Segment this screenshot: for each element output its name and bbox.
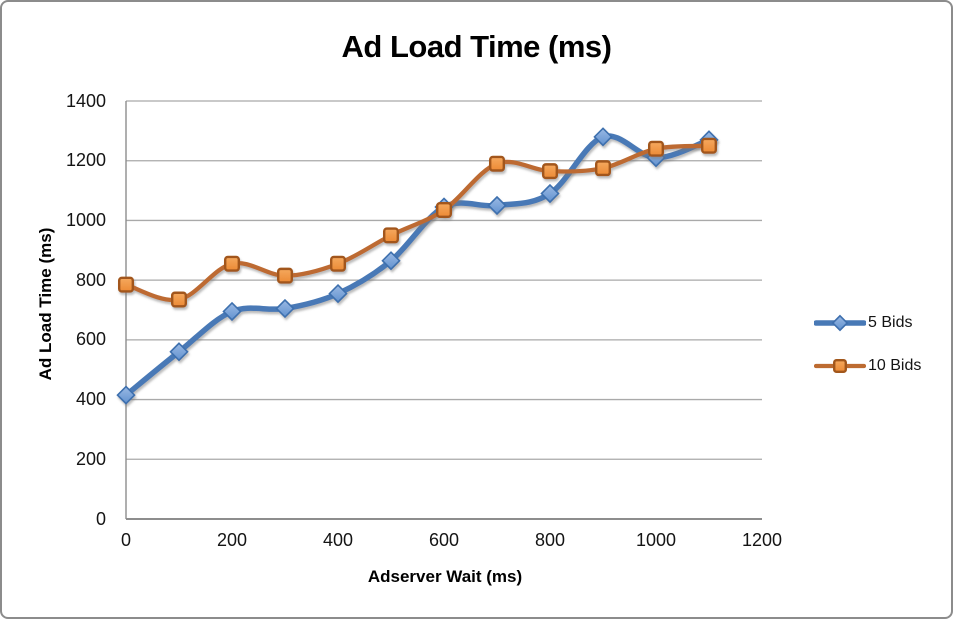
- series-10-bids-marker: [436, 201, 453, 218]
- x-axis-title: Adserver Wait (ms): [367, 567, 523, 586]
- series-5-bids-marker: [540, 183, 560, 204]
- series-10-bids-marker: [223, 255, 240, 272]
- series-5-bids-marker: [169, 342, 189, 362]
- series-10-bids-marker: [117, 276, 134, 293]
- series-10-bids: [117, 137, 718, 308]
- series-5-bids-marker: [487, 195, 507, 216]
- series-10-bids-line: [123, 143, 712, 303]
- legend: 5 Bids 10 Bids: [814, 309, 921, 380]
- series-5-bids: [116, 127, 719, 405]
- series-10-bids-marker: [542, 163, 559, 180]
- series-5-bids-marker: [831, 314, 849, 332]
- series-10-bids-marker: [701, 137, 718, 154]
- legend-label-5-bids: 5 Bids: [868, 314, 913, 331]
- series-5-bids-marker: [381, 251, 401, 271]
- series-10-bids-marker: [595, 160, 612, 177]
- legend-item-10-bids: 10 Bids: [814, 352, 921, 380]
- series-5-bids-marker: [275, 298, 295, 319]
- line-square-marker-icon: [814, 359, 866, 373]
- series-5-bids-marker: [593, 127, 613, 147]
- series-10-bids-marker: [383, 227, 400, 244]
- series-10-bids-marker: [833, 359, 847, 373]
- series-5-bids-marker: [222, 301, 242, 322]
- series-10-bids-marker: [277, 267, 294, 284]
- series-10-bids-marker: [648, 140, 665, 157]
- series-5-bids-line: [123, 133, 712, 398]
- series-5-bids-marker: [328, 283, 348, 304]
- series-10-bids-marker: [170, 291, 187, 308]
- legend-label-10-bids: 10 Bids: [868, 357, 922, 374]
- line-diamond-marker-icon: [814, 314, 866, 332]
- series-10-bids-marker: [489, 155, 506, 172]
- series-10-bids-marker: [330, 255, 347, 272]
- y-axis-title: Ad Load Time (ms): [36, 227, 55, 381]
- series-5-bids-marker: [116, 385, 136, 405]
- legend-item-5-bids: 5 Bids: [814, 309, 921, 337]
